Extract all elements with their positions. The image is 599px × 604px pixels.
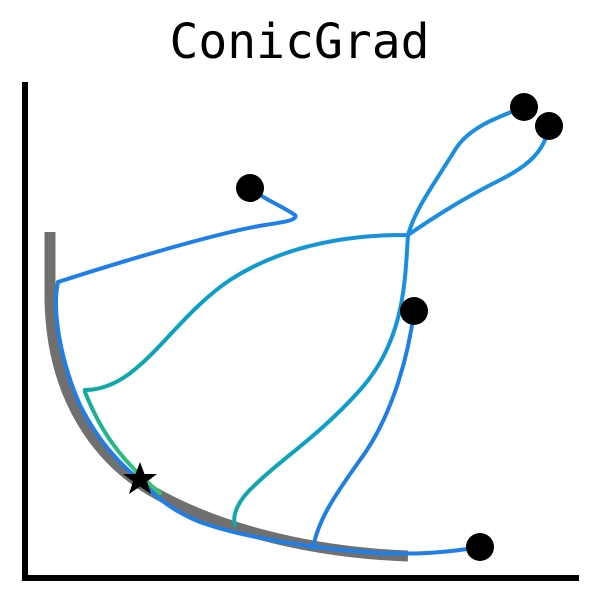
trajectory-5	[148, 488, 482, 556]
trajectory-2	[83, 105, 526, 392]
start-point-3	[535, 112, 563, 140]
converged-segment	[83, 390, 162, 495]
start-point-1	[236, 174, 264, 202]
plot-title: ConicGrad	[169, 14, 430, 70]
start-point-5	[466, 533, 494, 561]
start-point-2	[510, 93, 538, 121]
start-point-4	[400, 297, 428, 325]
trajectory-4	[311, 309, 416, 550]
optimum-star-icon	[123, 462, 157, 494]
trajectory-1	[54, 186, 298, 490]
trajectory-3	[232, 124, 551, 527]
